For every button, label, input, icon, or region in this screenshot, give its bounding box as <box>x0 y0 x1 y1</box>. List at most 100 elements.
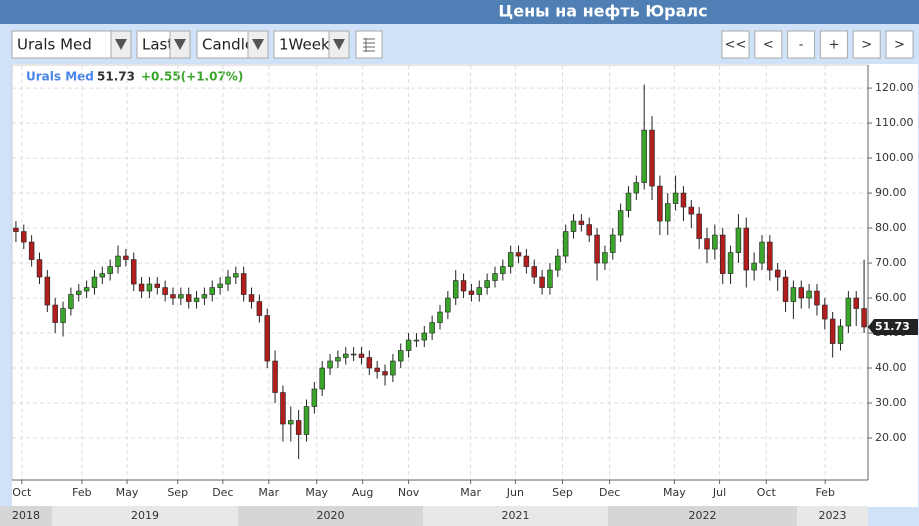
button-box[interactable] <box>852 30 881 59</box>
candle-body <box>743 227 750 271</box>
candle-body <box>735 227 742 253</box>
candle-body <box>696 213 702 239</box>
button-box[interactable] <box>819 30 848 59</box>
candle-body <box>547 269 553 288</box>
x-tick-label: Oct <box>757 486 777 499</box>
candle-body <box>429 322 435 334</box>
button-label[interactable]: + <box>828 38 839 53</box>
nav-button[interactable]: > <box>885 30 914 59</box>
x-tick-label: Mar <box>258 486 279 499</box>
candle-body <box>829 318 836 344</box>
button-box[interactable] <box>885 30 914 59</box>
candle-body <box>374 367 380 372</box>
y-tick-label: 40.00 <box>875 361 907 374</box>
candle-body <box>60 308 66 323</box>
candle-body <box>107 266 113 274</box>
candle-body <box>138 283 145 292</box>
candle-body <box>641 129 647 183</box>
candle-body <box>476 287 483 295</box>
candle-body <box>452 280 459 299</box>
x-tick-label: May <box>116 486 139 499</box>
candle-body <box>445 297 451 313</box>
dropdown-arrow[interactable] <box>333 39 345 50</box>
dropdown-arrow[interactable] <box>115 39 127 50</box>
nav-button[interactable]: << <box>721 30 750 59</box>
icon-box[interactable] <box>355 30 383 59</box>
candle-body <box>123 255 129 260</box>
dropdown-label[interactable]: 1Week <box>279 36 330 54</box>
y-tick-label: 120.00 <box>875 81 914 94</box>
year-band <box>423 506 608 526</box>
button-label[interactable]: - <box>799 38 804 53</box>
dropdown-arrow[interactable] <box>174 39 186 50</box>
x-tick-label: Oct <box>12 486 32 499</box>
candle-body <box>343 353 349 358</box>
nav-button[interactable]: + <box>819 30 848 59</box>
nav-button[interactable]: > <box>852 30 881 59</box>
legend-change: +0.55(+1.07%) <box>141 70 243 84</box>
candle-body <box>319 367 325 390</box>
year-band <box>608 506 797 526</box>
candle-body <box>523 255 530 267</box>
candle-body <box>421 332 428 341</box>
icon[interactable] <box>363 38 375 52</box>
x-tick-label: Dec <box>599 486 620 499</box>
button-box[interactable] <box>754 30 783 59</box>
candle-body <box>146 283 153 292</box>
dropdown-label[interactable]: Urals Med <box>17 36 92 54</box>
candle-body <box>91 276 98 288</box>
dropdown-arrow[interactable] <box>252 39 264 50</box>
candle-body <box>822 304 828 320</box>
candle-body <box>665 203 671 222</box>
candle-body <box>264 315 270 362</box>
title-bar <box>0 0 919 24</box>
nav-button[interactable]: - <box>787 30 816 59</box>
button-label[interactable]: > <box>894 38 905 53</box>
dropdown[interactable]: Last <box>136 30 191 59</box>
candle-body <box>727 252 734 274</box>
candle-body <box>382 371 388 376</box>
candle-body <box>327 360 333 369</box>
x-tick-label: Nov <box>398 486 420 499</box>
candle-body <box>633 182 640 194</box>
y-tick-label: 110.00 <box>875 116 914 129</box>
x-tick-label: Aug <box>352 486 373 499</box>
dropdown-label[interactable]: Last <box>142 36 173 54</box>
dropdown[interactable]: Urals Med <box>11 30 132 59</box>
y-tick-label: 20.00 <box>875 431 907 444</box>
candle-body <box>555 255 561 271</box>
button-label[interactable]: > <box>861 38 872 53</box>
button-label[interactable]: < <box>763 38 774 53</box>
y-tick-label: 30.00 <box>875 396 907 409</box>
legend-last: 51.73 <box>97 70 135 84</box>
last-value-label: 51.73 <box>875 320 910 333</box>
button-label[interactable]: << <box>725 38 747 53</box>
dropdown[interactable]: 1Week <box>273 30 350 59</box>
candle-body <box>13 227 19 232</box>
button-box[interactable] <box>721 30 750 59</box>
nav-button[interactable]: < <box>754 30 783 59</box>
candle-body <box>515 252 522 257</box>
year-label: 2018 <box>12 509 40 522</box>
candle-body <box>845 297 852 327</box>
dropdown-label[interactable]: Candle <box>202 36 254 54</box>
candle-body <box>814 290 820 306</box>
candle-body <box>209 287 215 295</box>
candle-body <box>178 294 184 299</box>
year-band <box>52 506 238 526</box>
year-label: 2023 <box>819 509 847 522</box>
candle-body <box>837 325 844 344</box>
dropdown[interactable]: Candle <box>196 30 269 59</box>
candle-body <box>154 283 161 288</box>
button-box[interactable] <box>787 30 816 59</box>
candle-body <box>36 259 43 278</box>
candle-body <box>83 287 90 292</box>
candle-body <box>68 294 74 309</box>
candle-body <box>712 234 718 250</box>
table-icon[interactable] <box>355 30 383 59</box>
candle-body <box>806 290 812 299</box>
y-tick-label: 100.00 <box>875 151 914 164</box>
candle-body <box>790 287 797 302</box>
x-tick-label: Sep <box>552 486 573 499</box>
